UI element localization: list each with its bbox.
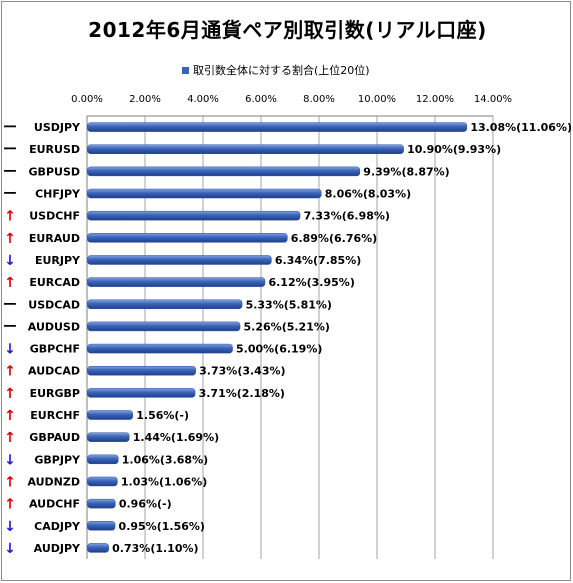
bar <box>87 166 361 177</box>
data-label: 7.33%(6.98%) <box>304 210 390 223</box>
data-label: 3.73%(3.43%) <box>199 365 285 378</box>
rank-change-icon: ↑ <box>4 497 16 513</box>
bar <box>87 343 233 354</box>
data-label: 8.06%(8.03%) <box>325 188 411 201</box>
category-label: AUDCAD <box>28 365 80 378</box>
bar <box>87 277 266 287</box>
bar <box>87 454 119 465</box>
rank-change-icon: ↑ <box>4 275 16 291</box>
bar <box>87 321 241 332</box>
data-label: 0.73%(1.10%) <box>112 542 198 555</box>
x-tick-label: 8.00% <box>303 94 335 105</box>
rank-change-icon: ↑ <box>4 386 16 402</box>
bar <box>87 476 118 487</box>
data-label: 5.26%(5.21%) <box>244 320 330 333</box>
x-tick-label: 6.00% <box>245 94 277 105</box>
data-label: 1.03%(1.06%) <box>121 475 207 488</box>
rank-change-icon: ↑ <box>4 231 16 247</box>
category-label: USDJPY <box>34 121 81 134</box>
category-label: EURCHF <box>30 409 80 422</box>
rank-change-icon: ー <box>3 142 17 158</box>
data-label: 6.12%(3.95%) <box>268 276 354 289</box>
bar <box>87 365 196 376</box>
rank-change-icon: ↓ <box>4 519 16 535</box>
data-label: 5.33%(5.81%) <box>246 298 332 311</box>
category-label: EURJPY <box>35 254 81 267</box>
data-label: 1.56%(-) <box>136 409 189 422</box>
data-label: 3.71%(2.18%) <box>199 387 285 400</box>
data-label: 6.34%(7.85%) <box>275 254 361 267</box>
data-label: 13.08%(11.06%) <box>470 121 572 134</box>
category-label: GBPJPY <box>34 453 81 466</box>
rank-change-icon: ↑ <box>4 408 16 424</box>
category-label: CHFJPY <box>35 188 81 201</box>
category-label: EURAUD <box>29 232 80 245</box>
bar <box>87 122 468 132</box>
rank-change-icon: ↑ <box>4 209 16 225</box>
bar <box>87 543 109 553</box>
bar <box>87 233 288 243</box>
legend: 取引数全体に対する割合(上位20位) <box>182 62 370 78</box>
category-label: AUDNZD <box>27 475 80 488</box>
x-tick-label: 0.00% <box>71 94 103 105</box>
category-label: USDCAD <box>28 298 80 311</box>
category-label: GBPUSD <box>29 165 80 178</box>
category-label: EURGBP <box>30 387 80 400</box>
chart-title: 2012年6月通貨ペア別取引数(リアル口座) <box>88 18 487 42</box>
bar <box>87 188 322 199</box>
data-label: 1.44%(1.69%) <box>133 431 219 444</box>
category-label: AUDCHF <box>29 498 80 511</box>
rank-change-icon: ↓ <box>4 452 16 468</box>
data-label: 9.39%(8.87%) <box>363 165 449 178</box>
rank-change-icon: ↓ <box>4 342 16 358</box>
data-label: 5.00%(6.19%) <box>236 343 322 356</box>
bar <box>87 521 116 531</box>
data-label: 0.95%(1.56%) <box>119 520 205 533</box>
rank-change-icon: ↑ <box>4 430 16 446</box>
bar <box>87 432 130 442</box>
data-label: 0.96%(-) <box>119 498 172 511</box>
rank-change-icon: ー <box>3 164 17 180</box>
category-label: GBPAUD <box>29 431 80 444</box>
bar <box>87 410 133 420</box>
x-tick-label: 12.00% <box>416 94 454 105</box>
x-tick-label: 4.00% <box>187 94 219 105</box>
category-label: CADJPY <box>34 520 81 533</box>
rank-change-icon: ー <box>3 120 17 136</box>
x-tick-label: 2.00% <box>129 94 161 105</box>
bar <box>87 498 116 509</box>
bar <box>87 255 272 265</box>
bar <box>87 388 196 398</box>
rank-change-icon: ↓ <box>4 253 16 269</box>
legend-swatch <box>182 66 189 74</box>
x-tick-label: 14.00% <box>474 94 512 105</box>
rank-change-icon: ↓ <box>4 541 16 557</box>
category-label: AUDUSD <box>28 320 80 333</box>
bar <box>87 210 301 221</box>
category-label: GBPCHF <box>30 343 80 356</box>
legend-label: 取引数全体に対する割合(上位20位) <box>193 64 370 77</box>
category-label: USDCHF <box>29 210 80 223</box>
bar <box>87 144 404 154</box>
data-label: 6.89%(6.76%) <box>291 232 377 245</box>
data-label: 10.90%(9.93%) <box>407 143 501 156</box>
rank-change-icon: ー <box>3 319 17 335</box>
data-label: 1.06%(3.68%) <box>122 453 208 466</box>
category-label: EURCAD <box>29 276 80 289</box>
rank-change-icon: ー <box>3 297 17 313</box>
bar <box>87 299 243 310</box>
rank-change-icon: ↑ <box>4 364 16 380</box>
category-label: EURUSD <box>29 143 80 156</box>
x-tick-label: 10.00% <box>358 94 396 105</box>
category-label: AUDJPY <box>34 542 81 555</box>
rank-change-icon: ー <box>3 187 17 203</box>
rank-change-icon: ↑ <box>4 474 16 490</box>
